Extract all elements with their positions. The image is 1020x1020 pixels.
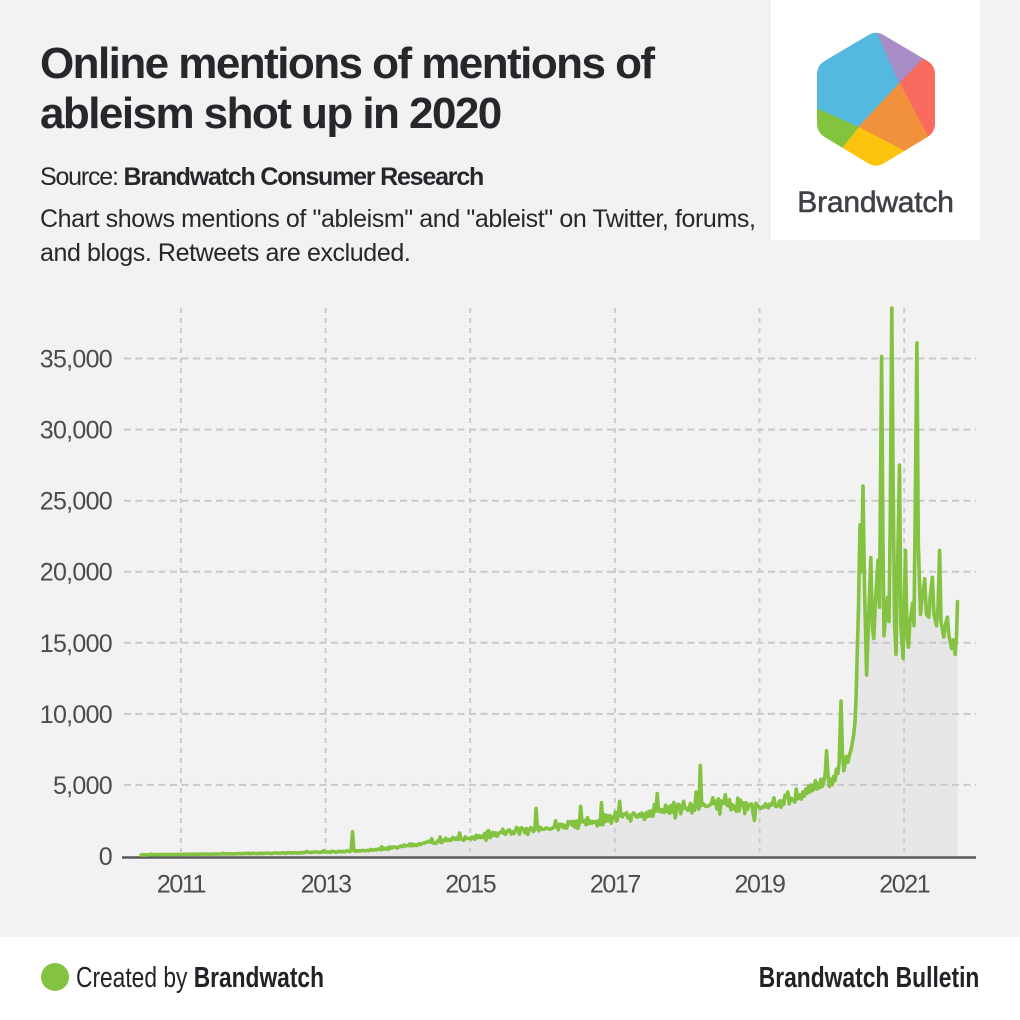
svg-text:2013: 2013 bbox=[301, 870, 352, 898]
svg-text:20,000: 20,000 bbox=[40, 559, 112, 587]
svg-text:2015: 2015 bbox=[445, 870, 496, 898]
svg-text:30,000: 30,000 bbox=[40, 417, 112, 445]
svg-text:2019: 2019 bbox=[734, 870, 785, 898]
svg-text:25,000: 25,000 bbox=[40, 488, 112, 516]
svg-text:2021: 2021 bbox=[879, 870, 930, 898]
svg-text:5,000: 5,000 bbox=[53, 772, 112, 800]
svg-text:15,000: 15,000 bbox=[40, 630, 112, 658]
svg-text:35,000: 35,000 bbox=[40, 346, 112, 374]
svg-text:10,000: 10,000 bbox=[40, 701, 112, 729]
svg-text:2017: 2017 bbox=[590, 870, 641, 898]
svg-text:0: 0 bbox=[99, 843, 112, 871]
svg-text:2011: 2011 bbox=[157, 870, 206, 898]
